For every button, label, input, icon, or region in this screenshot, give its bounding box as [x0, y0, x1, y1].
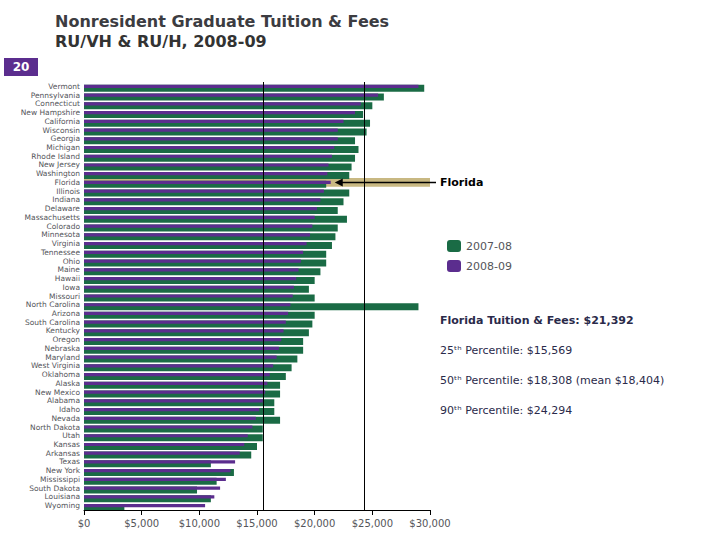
svg-text:New Mexico: New Mexico: [35, 388, 80, 397]
svg-text:Michigan: Michigan: [46, 143, 80, 152]
svg-text:Arizona: Arizona: [52, 309, 80, 318]
svg-text:Nonresident Graduate Tuition &: Nonresident Graduate Tuition & Fees: [55, 12, 389, 31]
svg-text:$10,000: $10,000: [179, 518, 220, 529]
svg-text:Mississippi: Mississippi: [40, 475, 80, 484]
svg-text:New Hampshire: New Hampshire: [21, 108, 81, 117]
svg-text:$25,000: $25,000: [352, 518, 393, 529]
svg-text:Hawaii: Hawaii: [55, 274, 80, 283]
svg-text:$20,000: $20,000: [294, 518, 335, 529]
svg-text:Ohio: Ohio: [63, 257, 81, 266]
svg-text:South Dakota: South Dakota: [29, 484, 80, 493]
svg-text:$0: $0: [78, 518, 91, 529]
svg-text:Delaware: Delaware: [45, 204, 81, 213]
svg-text:$15,000: $15,000: [236, 518, 277, 529]
svg-text:Kentucky: Kentucky: [46, 326, 81, 335]
svg-text:Oklahoma: Oklahoma: [42, 370, 80, 379]
svg-text:Wyoming: Wyoming: [45, 501, 80, 510]
svg-text:North Carolina: North Carolina: [26, 300, 80, 309]
svg-text:$5,000: $5,000: [124, 518, 159, 529]
svg-text:Missouri: Missouri: [49, 292, 80, 301]
svg-text:Minnesota: Minnesota: [41, 230, 80, 239]
svg-text:Washington: Washington: [36, 169, 80, 178]
svg-text:20: 20: [13, 60, 30, 74]
svg-text:2007-08: 2007-08: [466, 240, 512, 253]
svg-text:Virginia: Virginia: [52, 239, 80, 248]
svg-text:South Carolina: South Carolina: [25, 318, 80, 327]
svg-text:50ᵗʰ Percentile: $18,308 (mean: 50ᵗʰ Percentile: $18,308 (mean $18,404): [440, 374, 664, 387]
svg-text:Florida: Florida: [440, 176, 483, 189]
svg-text:Iowa: Iowa: [62, 283, 80, 292]
svg-text:New York: New York: [46, 466, 81, 475]
svg-text:Colorado: Colorado: [46, 222, 80, 231]
svg-text:New Jersey: New Jersey: [38, 160, 80, 169]
svg-text:Indiana: Indiana: [52, 195, 80, 204]
svg-text:RU/VH & RU/H, 2008-09: RU/VH & RU/H, 2008-09: [55, 32, 267, 51]
svg-text:Illinois: Illinois: [56, 187, 80, 196]
svg-text:Oregon: Oregon: [52, 335, 80, 344]
svg-text:Nevada: Nevada: [51, 414, 80, 423]
svg-text:$30,000: $30,000: [409, 518, 450, 529]
svg-text:Wisconsin: Wisconsin: [43, 126, 81, 135]
svg-text:Massachusetts: Massachusetts: [25, 213, 81, 222]
svg-text:Vermont: Vermont: [48, 82, 80, 91]
svg-text:Kansas: Kansas: [53, 440, 80, 449]
svg-text:Pennsylvania: Pennsylvania: [31, 91, 80, 100]
svg-text:2008-09: 2008-09: [466, 260, 512, 273]
svg-text:Florida Tuition & Fees: $21,39: Florida Tuition & Fees: $21,392: [440, 314, 634, 327]
svg-text:Alaska: Alaska: [55, 379, 80, 388]
svg-text:Georgia: Georgia: [51, 134, 80, 143]
svg-text:Alabama: Alabama: [47, 396, 80, 405]
svg-text:Texas: Texas: [58, 457, 80, 466]
svg-text:Maine: Maine: [57, 265, 80, 274]
svg-text:Louisiana: Louisiana: [45, 492, 80, 501]
svg-text:Florida: Florida: [54, 178, 80, 187]
svg-text:West Virginia: West Virginia: [31, 361, 80, 370]
svg-text:90ᵗʰ Percentile: $24,294: 90ᵗʰ Percentile: $24,294: [440, 404, 572, 417]
svg-text:Rhode Island: Rhode Island: [31, 152, 80, 161]
svg-text:California: California: [44, 117, 80, 126]
svg-text:Utah: Utah: [62, 431, 80, 440]
svg-text:Maryland: Maryland: [45, 353, 80, 362]
svg-text:North Dakota: North Dakota: [30, 423, 80, 432]
svg-text:Nebraska: Nebraska: [45, 344, 80, 353]
svg-text:Tennessee: Tennessee: [40, 248, 80, 257]
svg-text:Connecticut: Connecticut: [35, 99, 80, 108]
svg-text:Arkansas: Arkansas: [46, 449, 80, 458]
svg-text:Idaho: Idaho: [59, 405, 80, 414]
svg-text:25ᵗʰ Percentile: $15,569: 25ᵗʰ Percentile: $15,569: [440, 344, 572, 357]
